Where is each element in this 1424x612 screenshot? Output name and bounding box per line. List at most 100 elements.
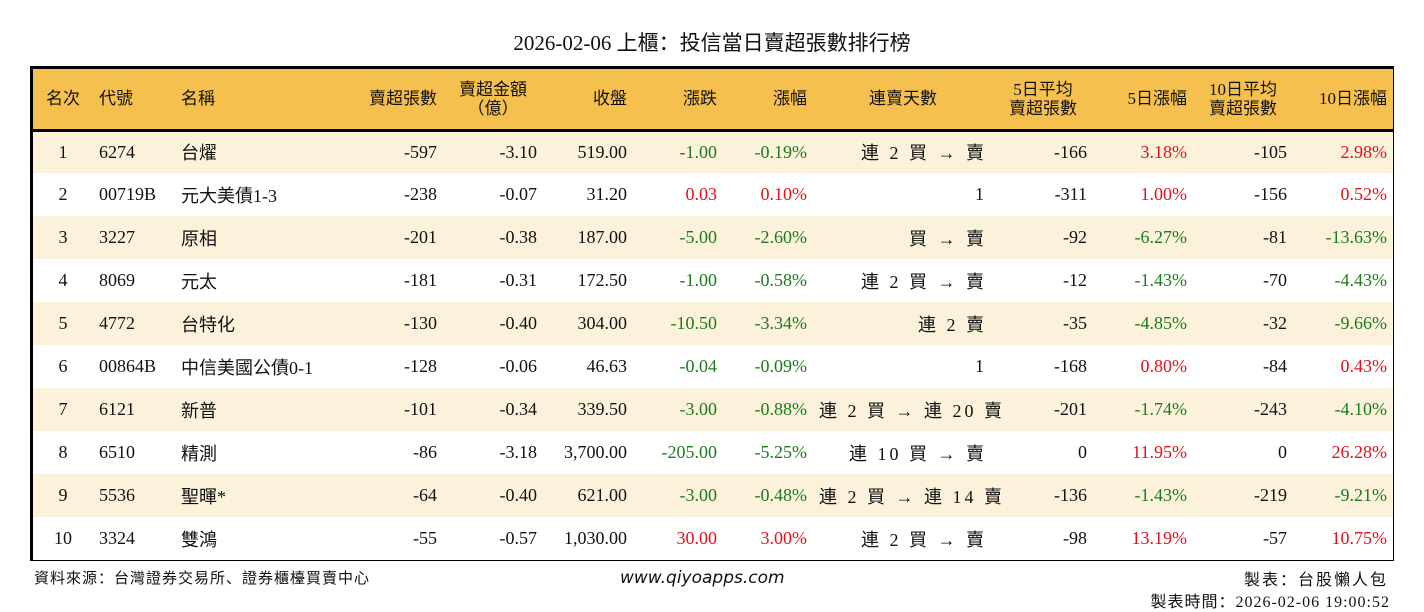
cell-pct5: 3.18%	[1140, 141, 1188, 162]
cell-avg5-lots: -136	[1054, 485, 1087, 505]
col-header-net-sell-lots: 賣超張數	[369, 89, 437, 109]
table-row: 8 6510 精測 -86 -3.18 3,700.00 -205.00 -5.…	[33, 431, 1393, 474]
cell-avg5-lots: -166	[1054, 141, 1087, 162]
cell-avg10-lots: -32	[1263, 313, 1287, 333]
cell-avg5-lots: -311	[1054, 184, 1087, 204]
cell-net-sell-lots: -181	[404, 270, 437, 290]
cell-close: 46.63	[586, 356, 628, 376]
table-row: 2 00719B 元大美債1-3 -238 -0.07 31.20 0.03 0…	[33, 173, 1393, 216]
table-header-row: 名次 代號 名稱 賣超張數 賣超金額 （億） 收盤 漲跌 漲幅 連賣天數 5日平…	[33, 69, 1393, 130]
cell-rank: 6	[58, 356, 68, 376]
cell-net-sell-amount: -0.06	[499, 356, 538, 376]
cell-change-pct: -0.48%	[754, 485, 808, 505]
cell-close: 621.00	[577, 485, 628, 505]
col-header-pct5: 5日漲幅	[1127, 89, 1188, 109]
cell-name: 元太	[181, 271, 217, 292]
cell-change: -1.00	[679, 270, 718, 290]
col-header-net-sell-amount-line2: （億）	[467, 98, 519, 118]
cell-net-sell-lots: -55	[413, 528, 437, 548]
cell-code: 3227	[99, 227, 135, 247]
cell-pct5: -6.27%	[1134, 227, 1188, 247]
cell-code: 6510	[99, 442, 135, 462]
cell-avg10-lots: -105	[1254, 141, 1287, 162]
cell-change: -1.00	[679, 141, 718, 162]
col-header-code: 代號	[99, 89, 133, 109]
cell-close: 187.00	[577, 227, 628, 247]
cell-change-pct: -0.58%	[754, 270, 808, 290]
maker-credit: 製表：台股懶人包	[1243, 572, 1388, 589]
col-header-avg10-line1: 10日平均	[1209, 79, 1277, 99]
table-row: 6 00864B 中信美國公債0-1 -128 -0.06 46.63 -0.0…	[33, 345, 1393, 388]
col-header-avg5-line1: 5日平均	[1013, 79, 1073, 99]
cell-rank: 7	[58, 399, 68, 419]
cell-pct10: -9.21%	[1334, 485, 1388, 505]
cell-close: 31.20	[586, 184, 628, 204]
cell-name: 聖暉*	[181, 486, 226, 507]
cell-rank: 1	[58, 141, 68, 162]
cell-close: 304.00	[577, 313, 628, 333]
cell-avg5-lots: -12	[1063, 270, 1087, 290]
cell-streak: 連 2 買 → 賣	[861, 529, 987, 550]
cell-code: 8069	[99, 270, 135, 290]
cell-net-sell-amount: -0.40	[499, 485, 538, 505]
cell-change-pct: -0.88%	[754, 399, 808, 419]
cell-streak: 連 2 賣	[918, 314, 987, 335]
cell-rank: 2	[58, 184, 68, 204]
cell-pct10: 0.52%	[1340, 184, 1388, 204]
cell-net-sell-amount: -0.57	[499, 528, 538, 548]
cell-avg10-lots: 0	[1278, 442, 1287, 462]
col-header-streak: 連賣天數	[869, 89, 937, 109]
cell-change-pct: 0.10%	[760, 184, 808, 204]
cell-change: -0.04	[679, 356, 718, 376]
cell-streak: 1	[975, 356, 987, 376]
cell-code: 4772	[99, 313, 135, 333]
cell-change: -5.00	[679, 227, 718, 247]
cell-rank: 3	[58, 227, 68, 247]
cell-net-sell-lots: -238	[404, 184, 437, 204]
table-row: 5 4772 台特化 -130 -0.40 304.00 -10.50 -3.3…	[33, 302, 1393, 345]
cell-name: 雙鴻	[181, 529, 217, 550]
data-source-note: 資料來源：台灣證券交易所、證券櫃檯買賣中心	[34, 571, 371, 587]
cell-name: 精測	[181, 443, 217, 464]
col-header-change: 漲跌	[683, 89, 717, 109]
cell-change-pct: -3.34%	[754, 313, 808, 333]
cell-rank: 5	[58, 313, 68, 333]
col-header-name: 名稱	[181, 89, 215, 109]
cell-pct10: 2.98%	[1340, 141, 1388, 162]
table-row: 4 8069 元太 -181 -0.31 172.50 -1.00 -0.58%…	[33, 259, 1393, 302]
cell-name: 中信美國公債0-1	[181, 357, 313, 378]
cell-pct10: 26.28%	[1331, 442, 1388, 462]
cell-name: 台燿	[181, 143, 217, 164]
cell-change: -10.50	[670, 313, 718, 333]
cell-pct10: -13.63%	[1325, 227, 1388, 247]
cell-net-sell-amount: -0.34	[499, 399, 538, 419]
cell-close: 1,030.00	[564, 528, 627, 548]
cell-name: 原相	[181, 228, 217, 249]
cell-avg10-lots: -70	[1263, 270, 1287, 290]
cell-rank: 10	[54, 528, 72, 548]
cell-code: 6121	[99, 399, 135, 419]
cell-name: 台特化	[181, 314, 235, 335]
cell-net-sell-amount: -0.31	[499, 270, 538, 290]
cell-streak: 1	[975, 184, 987, 204]
cell-avg5-lots: -98	[1063, 528, 1087, 548]
cell-streak: 連 2 買 → 連 14 賣	[819, 486, 1005, 507]
table-row: 7 6121 新普 -101 -0.34 339.50 -3.00 -0.88%…	[33, 388, 1393, 431]
cell-avg5-lots: -201	[1054, 399, 1087, 419]
cell-code: 5536	[99, 485, 135, 505]
cell-streak: 連 2 買 → 連 20 賣	[819, 400, 1005, 421]
cell-net-sell-amount: -3.10	[499, 141, 538, 162]
col-header-avg10-line2: 賣超張數	[1209, 98, 1277, 118]
table-row: 1 6274 台燿 -597 -3.10 519.00 -1.00 -0.19%…	[33, 130, 1393, 173]
cell-net-sell-lots: -101	[404, 399, 437, 419]
cell-pct5: 13.19%	[1131, 528, 1188, 548]
ranking-table-container: 名次 代號 名稱 賣超張數 賣超金額 （億） 收盤 漲跌 漲幅 連賣天數 5日平…	[30, 66, 1394, 561]
col-header-avg5-line2: 賣超張數	[1009, 98, 1077, 118]
cell-code: 6274	[99, 141, 135, 162]
made-time: 製表時間：2026-02-06 19:00:52	[1150, 594, 1390, 611]
cell-close: 519.00	[577, 141, 628, 162]
cell-change-pct: -0.09%	[754, 356, 808, 376]
col-header-change-pct: 漲幅	[773, 89, 807, 109]
website-link[interactable]: www.qiyoapps.com	[620, 568, 785, 588]
col-header-rank: 名次	[46, 89, 80, 109]
